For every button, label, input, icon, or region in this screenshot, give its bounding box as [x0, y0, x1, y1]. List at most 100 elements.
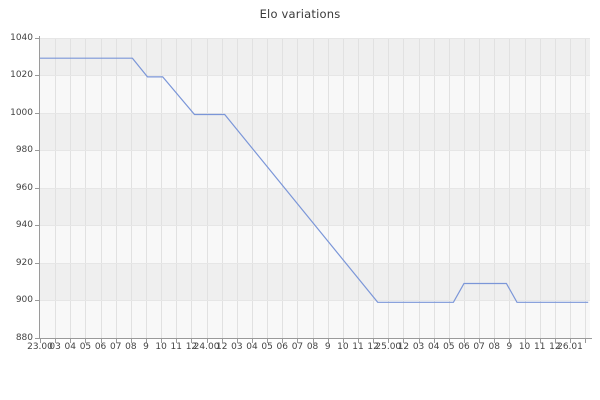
x-tick-mark [509, 339, 511, 343]
y-tick-label: 900 [15, 295, 33, 306]
x-tick-mark [206, 339, 208, 343]
x-tick-label: 12 [367, 341, 379, 352]
x-tick-mark [479, 339, 481, 343]
x-tick-label: 08 [488, 341, 500, 352]
x-tick-mark [373, 339, 375, 343]
horizontal-gridline [40, 37, 590, 39]
x-tick-mark [448, 339, 450, 343]
x-tick-label: 9 [143, 341, 149, 352]
x-tick-mark [342, 339, 344, 343]
x-tick-mark [161, 339, 163, 343]
elo-line [40, 57, 589, 303]
x-tick-label: 12 [549, 341, 561, 352]
x-tick-label: 03 [412, 341, 425, 352]
y-tick-mark [35, 150, 39, 152]
x-tick-mark [191, 339, 193, 343]
x-tick-label: 03 [49, 341, 61, 352]
x-tick-label: 04 [64, 341, 76, 352]
y-tick-label: 1000 [10, 107, 33, 118]
x-tick-mark [130, 339, 132, 343]
horizontal-gridline [40, 75, 590, 77]
horizontal-gridline [40, 187, 590, 189]
x-tick-mark [585, 339, 587, 343]
x-tick-label: 06 [458, 341, 470, 352]
y-axis-line [39, 35, 40, 339]
x-tick-mark [100, 339, 102, 343]
y-tick-mark [35, 225, 39, 227]
x-tick-label: 08 [125, 341, 137, 352]
x-tick-label: 23.00 [27, 341, 53, 352]
y-tick-mark [35, 75, 39, 77]
x-tick-mark [539, 339, 541, 343]
x-tick-label: 11 [170, 341, 182, 352]
x-tick-label: 11 [352, 341, 364, 352]
y-tick-label: 940 [15, 220, 33, 231]
y-tick-mark [35, 262, 39, 264]
x-tick-label: 9 [324, 341, 331, 352]
x-tick-label: 12 [185, 341, 198, 352]
x-tick-mark [464, 339, 465, 343]
x-tick-mark [524, 339, 526, 343]
y-tick-label: 980 [15, 145, 33, 156]
x-tick-mark [252, 339, 253, 343]
x-tick-mark [55, 339, 57, 343]
x-tick-mark [358, 339, 359, 343]
x-tick-label: 05 [443, 341, 455, 352]
x-tick-mark [282, 339, 284, 343]
x-tick-mark [418, 339, 420, 343]
x-tick-mark [40, 339, 41, 343]
chart-title: Elo variations [259, 7, 341, 21]
x-tick-label: 12 [397, 341, 410, 352]
x-tick-label: 06 [94, 341, 107, 352]
y-tick-label: 920 [15, 257, 33, 268]
x-tick-mark [570, 339, 571, 343]
x-tick-label: 05 [79, 341, 92, 352]
x-tick-label: 24.00 [193, 341, 220, 352]
x-tick-mark [327, 339, 329, 343]
x-tick-mark [146, 339, 147, 343]
x-tick-label: 26.01 [557, 341, 583, 352]
x-tick-mark [267, 339, 269, 343]
x-tick-label: 04 [246, 341, 258, 352]
x-tick-label: 11 [533, 341, 546, 352]
x-tick-mark [70, 339, 72, 343]
x-tick-mark [312, 339, 314, 343]
y-tick-label: 1040 [10, 32, 33, 43]
x-tick-mark [403, 339, 405, 343]
x-tick-label: 25.00 [375, 341, 402, 352]
y-tick-label: 880 [15, 333, 33, 343]
horizontal-gridline [40, 150, 590, 152]
y-tick-mark [35, 37, 39, 39]
horizontal-gridline [40, 300, 590, 302]
x-axis-line [35, 338, 592, 339]
x-tick-mark [554, 339, 556, 343]
y-tick-label: 960 [15, 182, 33, 193]
y-tick-mark [35, 112, 39, 114]
x-tick-mark [433, 339, 435, 343]
y-tick-mark [35, 300, 39, 302]
x-tick-label: 10 [518, 341, 531, 352]
x-tick-label: 06 [276, 341, 288, 352]
x-tick-label: 07 [109, 341, 122, 352]
horizontal-gridline [40, 112, 590, 114]
x-tick-label: 10 [337, 341, 349, 352]
x-tick-mark [221, 339, 223, 343]
x-tick-mark [236, 339, 238, 343]
x-tick-label: 03 [231, 341, 243, 352]
x-tick-label: 05 [261, 341, 273, 352]
x-tick-label: 9 [506, 341, 513, 352]
x-tick-mark [176, 339, 178, 343]
x-tick-label: 08 [306, 341, 319, 352]
x-tick-label: 10 [155, 341, 167, 352]
y-tick-label: 1020 [10, 70, 33, 81]
x-tick-label: 07 [291, 341, 304, 352]
horizontal-gridline [40, 262, 590, 264]
x-tick-mark [494, 339, 496, 343]
y-tick-mark [35, 338, 39, 339]
x-tick-label: 04 [427, 341, 440, 352]
x-tick-mark [297, 339, 299, 343]
y-tick-mark [35, 187, 39, 189]
